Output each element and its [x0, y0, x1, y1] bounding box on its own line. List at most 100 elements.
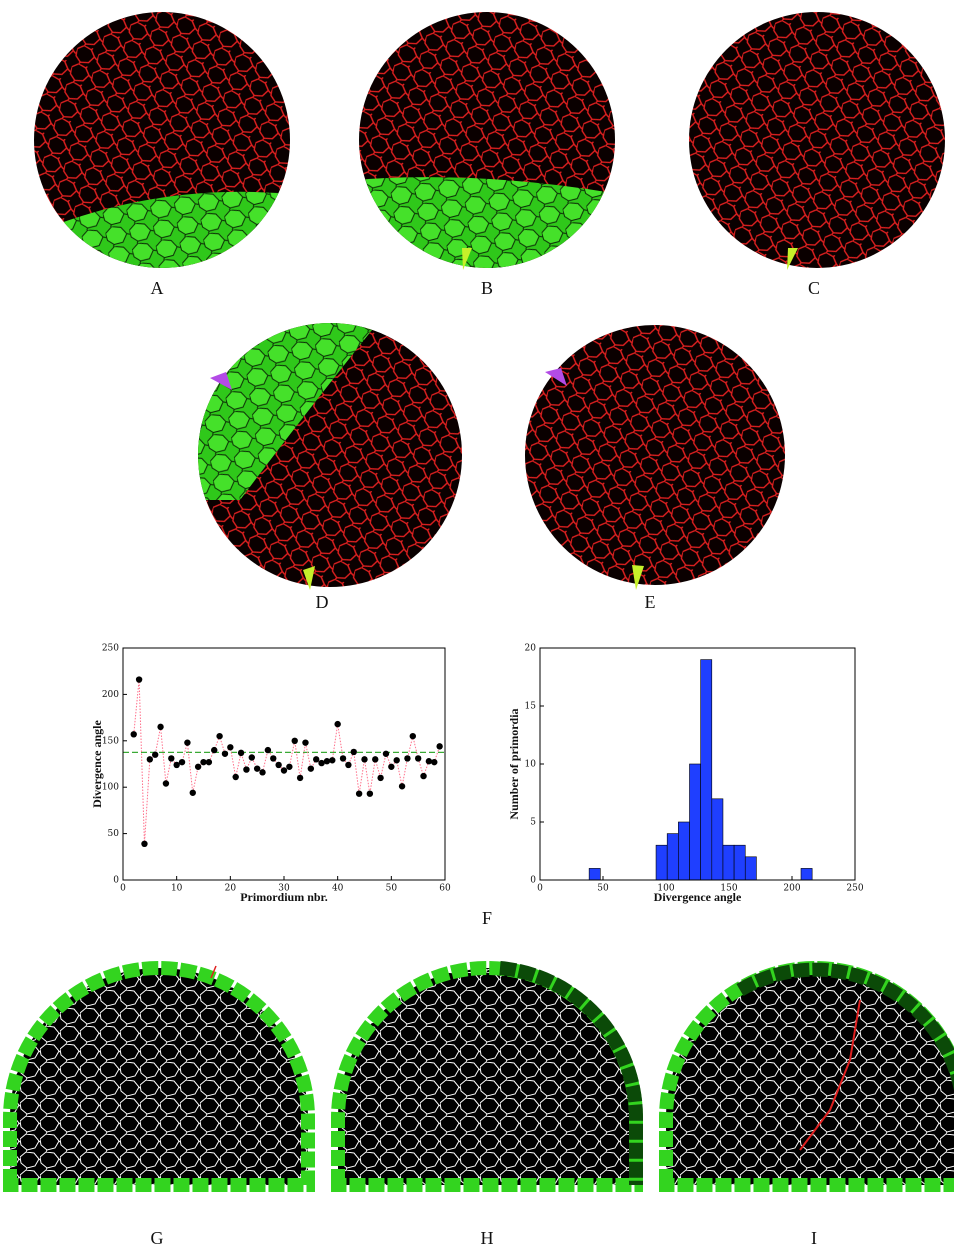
- data-point: [162, 780, 170, 787]
- tissue-i: [659, 961, 954, 1192]
- data-point: [329, 757, 336, 764]
- tissue-g: [2, 961, 315, 1192]
- y-tick-label: 50: [108, 829, 120, 839]
- data-point: [189, 789, 196, 796]
- data-point: [286, 763, 293, 770]
- data-point: [173, 761, 180, 769]
- data-point: [420, 772, 427, 780]
- data-point: [388, 763, 395, 770]
- y-axis-label: Number of primordia: [507, 708, 521, 819]
- histogram-bar: [588, 868, 601, 881]
- meristem-c: [689, 12, 945, 268]
- meristem-d: [198, 323, 462, 587]
- data-point: [237, 749, 245, 757]
- x-tick-label: 0: [537, 884, 543, 894]
- data-point: [355, 790, 363, 797]
- data-point: [130, 731, 137, 738]
- panel-label: D: [316, 592, 329, 612]
- histogram-bar: [744, 856, 757, 881]
- y-tick-label: 0: [530, 876, 536, 886]
- data-point: [205, 758, 213, 766]
- data-point: [184, 739, 191, 746]
- tissue-h: [331, 961, 644, 1192]
- data-point: [372, 756, 379, 763]
- y-tick-label: 250: [102, 644, 119, 654]
- panel-label: F: [482, 908, 492, 928]
- data-point: [366, 790, 374, 797]
- meristem-e: [525, 325, 785, 585]
- data-point: [157, 723, 164, 731]
- y-tick-label: 10: [525, 760, 537, 770]
- x-axis-label: Divergence angle: [654, 890, 742, 904]
- x-tick-label: 50: [597, 884, 609, 894]
- panel-label: E: [645, 592, 656, 612]
- plot-frame: [122, 647, 446, 881]
- panel-label: H: [481, 1228, 494, 1248]
- data-point: [211, 746, 218, 754]
- data-point: [270, 755, 277, 762]
- data-point: [221, 750, 229, 757]
- data-point: [393, 757, 400, 764]
- x-tick-label: 100: [657, 884, 674, 894]
- y-axis-label: Divergence angle: [90, 720, 104, 808]
- data-point: [227, 744, 234, 751]
- panel-label: G: [151, 1228, 164, 1248]
- y-tick-label: 5: [530, 818, 536, 828]
- x-tick-label: 20: [225, 884, 237, 894]
- y-tick-label: 100: [102, 783, 119, 793]
- x-tick-label: 30: [278, 884, 290, 894]
- data-point: [216, 732, 223, 740]
- data-point: [307, 765, 315, 772]
- x-axis-label: Primordium nbr.: [240, 890, 328, 904]
- x-tick-label: 200: [783, 884, 800, 894]
- data-point: [409, 732, 416, 740]
- data-point: [404, 755, 411, 762]
- data-point: [350, 748, 357, 756]
- data-point: [291, 737, 298, 744]
- chart: 0 50 100 150 200 250 0 5 10 15 20 Divergence angle N…: [507, 644, 864, 904]
- y-tick-label: 200: [102, 690, 119, 700]
- data-point: [232, 773, 239, 781]
- histogram-bar: [700, 659, 713, 881]
- data-point: [339, 755, 347, 762]
- data-point: [194, 763, 202, 770]
- x-tick-label: 50: [386, 884, 398, 894]
- panel-label: B: [481, 278, 493, 298]
- data-point: [178, 758, 186, 766]
- chart: 0 10 20 30 40 50 60 0 50 100 150 200 250 Primordium n…: [90, 644, 451, 904]
- data-point: [414, 755, 422, 762]
- data-point: [425, 758, 433, 765]
- data-point: [398, 783, 406, 790]
- data-point: [135, 676, 143, 683]
- y-tick-label: 20: [525, 644, 537, 654]
- x-tick-label: 40: [332, 884, 344, 894]
- data-point: [243, 766, 250, 773]
- histogram-bar: [800, 868, 813, 881]
- data-point: [200, 758, 207, 766]
- data-point: [248, 754, 255, 761]
- meristem-b: [359, 12, 615, 268]
- panel-label: C: [808, 278, 820, 298]
- data-point: [259, 769, 266, 776]
- y-tick-label: 0: [113, 876, 119, 886]
- histogram-bar: [722, 844, 735, 881]
- x-tick-label: 60: [439, 884, 451, 894]
- data-point: [253, 765, 261, 772]
- x-tick-label: 10: [171, 884, 183, 894]
- histogram-bar: [678, 821, 690, 881]
- histogram-bar: [711, 798, 724, 881]
- histogram-bar: [666, 833, 679, 881]
- series-line: [133, 679, 441, 844]
- data-point: [264, 746, 272, 754]
- arrowheads: [210, 248, 798, 590]
- meristem-a: [34, 12, 290, 268]
- data-point: [280, 767, 288, 774]
- histogram-bar: [689, 763, 701, 881]
- data-point: [361, 756, 368, 763]
- histogram-bar: [655, 844, 668, 881]
- data-point: [382, 750, 390, 757]
- x-tick-label: 150: [720, 884, 737, 894]
- y-tick-label: 150: [102, 736, 119, 746]
- data-point: [141, 840, 148, 848]
